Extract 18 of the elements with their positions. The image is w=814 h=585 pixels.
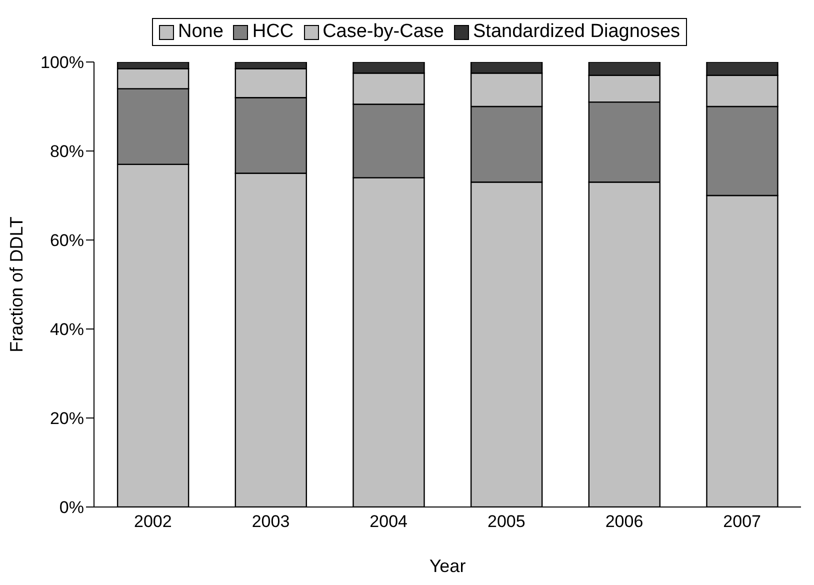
x-tick-label: 2007 xyxy=(723,512,761,532)
y-tick-label: 0% xyxy=(59,498,84,518)
y-tick-label: 40% xyxy=(50,320,84,340)
legend-label: Standardized Diagnoses xyxy=(473,21,680,43)
legend-label: None xyxy=(178,21,224,43)
x-axis-title: Year xyxy=(429,556,466,576)
y-tick-label: 100% xyxy=(40,53,84,72)
legend-label: Case-by-Case xyxy=(322,21,444,43)
legend-label: HCC xyxy=(252,21,294,43)
x-tick-label: 2005 xyxy=(488,512,526,532)
x-tick-label: 2006 xyxy=(605,512,644,532)
y-axis-title: Fraction of DDLT xyxy=(6,216,26,352)
y-tick-label: 20% xyxy=(50,409,84,428)
x-tick-label: 2002 xyxy=(134,512,172,532)
x-tick-label: 2004 xyxy=(370,512,408,532)
y-tick-label: 80% xyxy=(50,142,84,162)
x-tick-label: 2003 xyxy=(252,512,290,532)
y-tick-label: 60% xyxy=(50,231,84,250)
